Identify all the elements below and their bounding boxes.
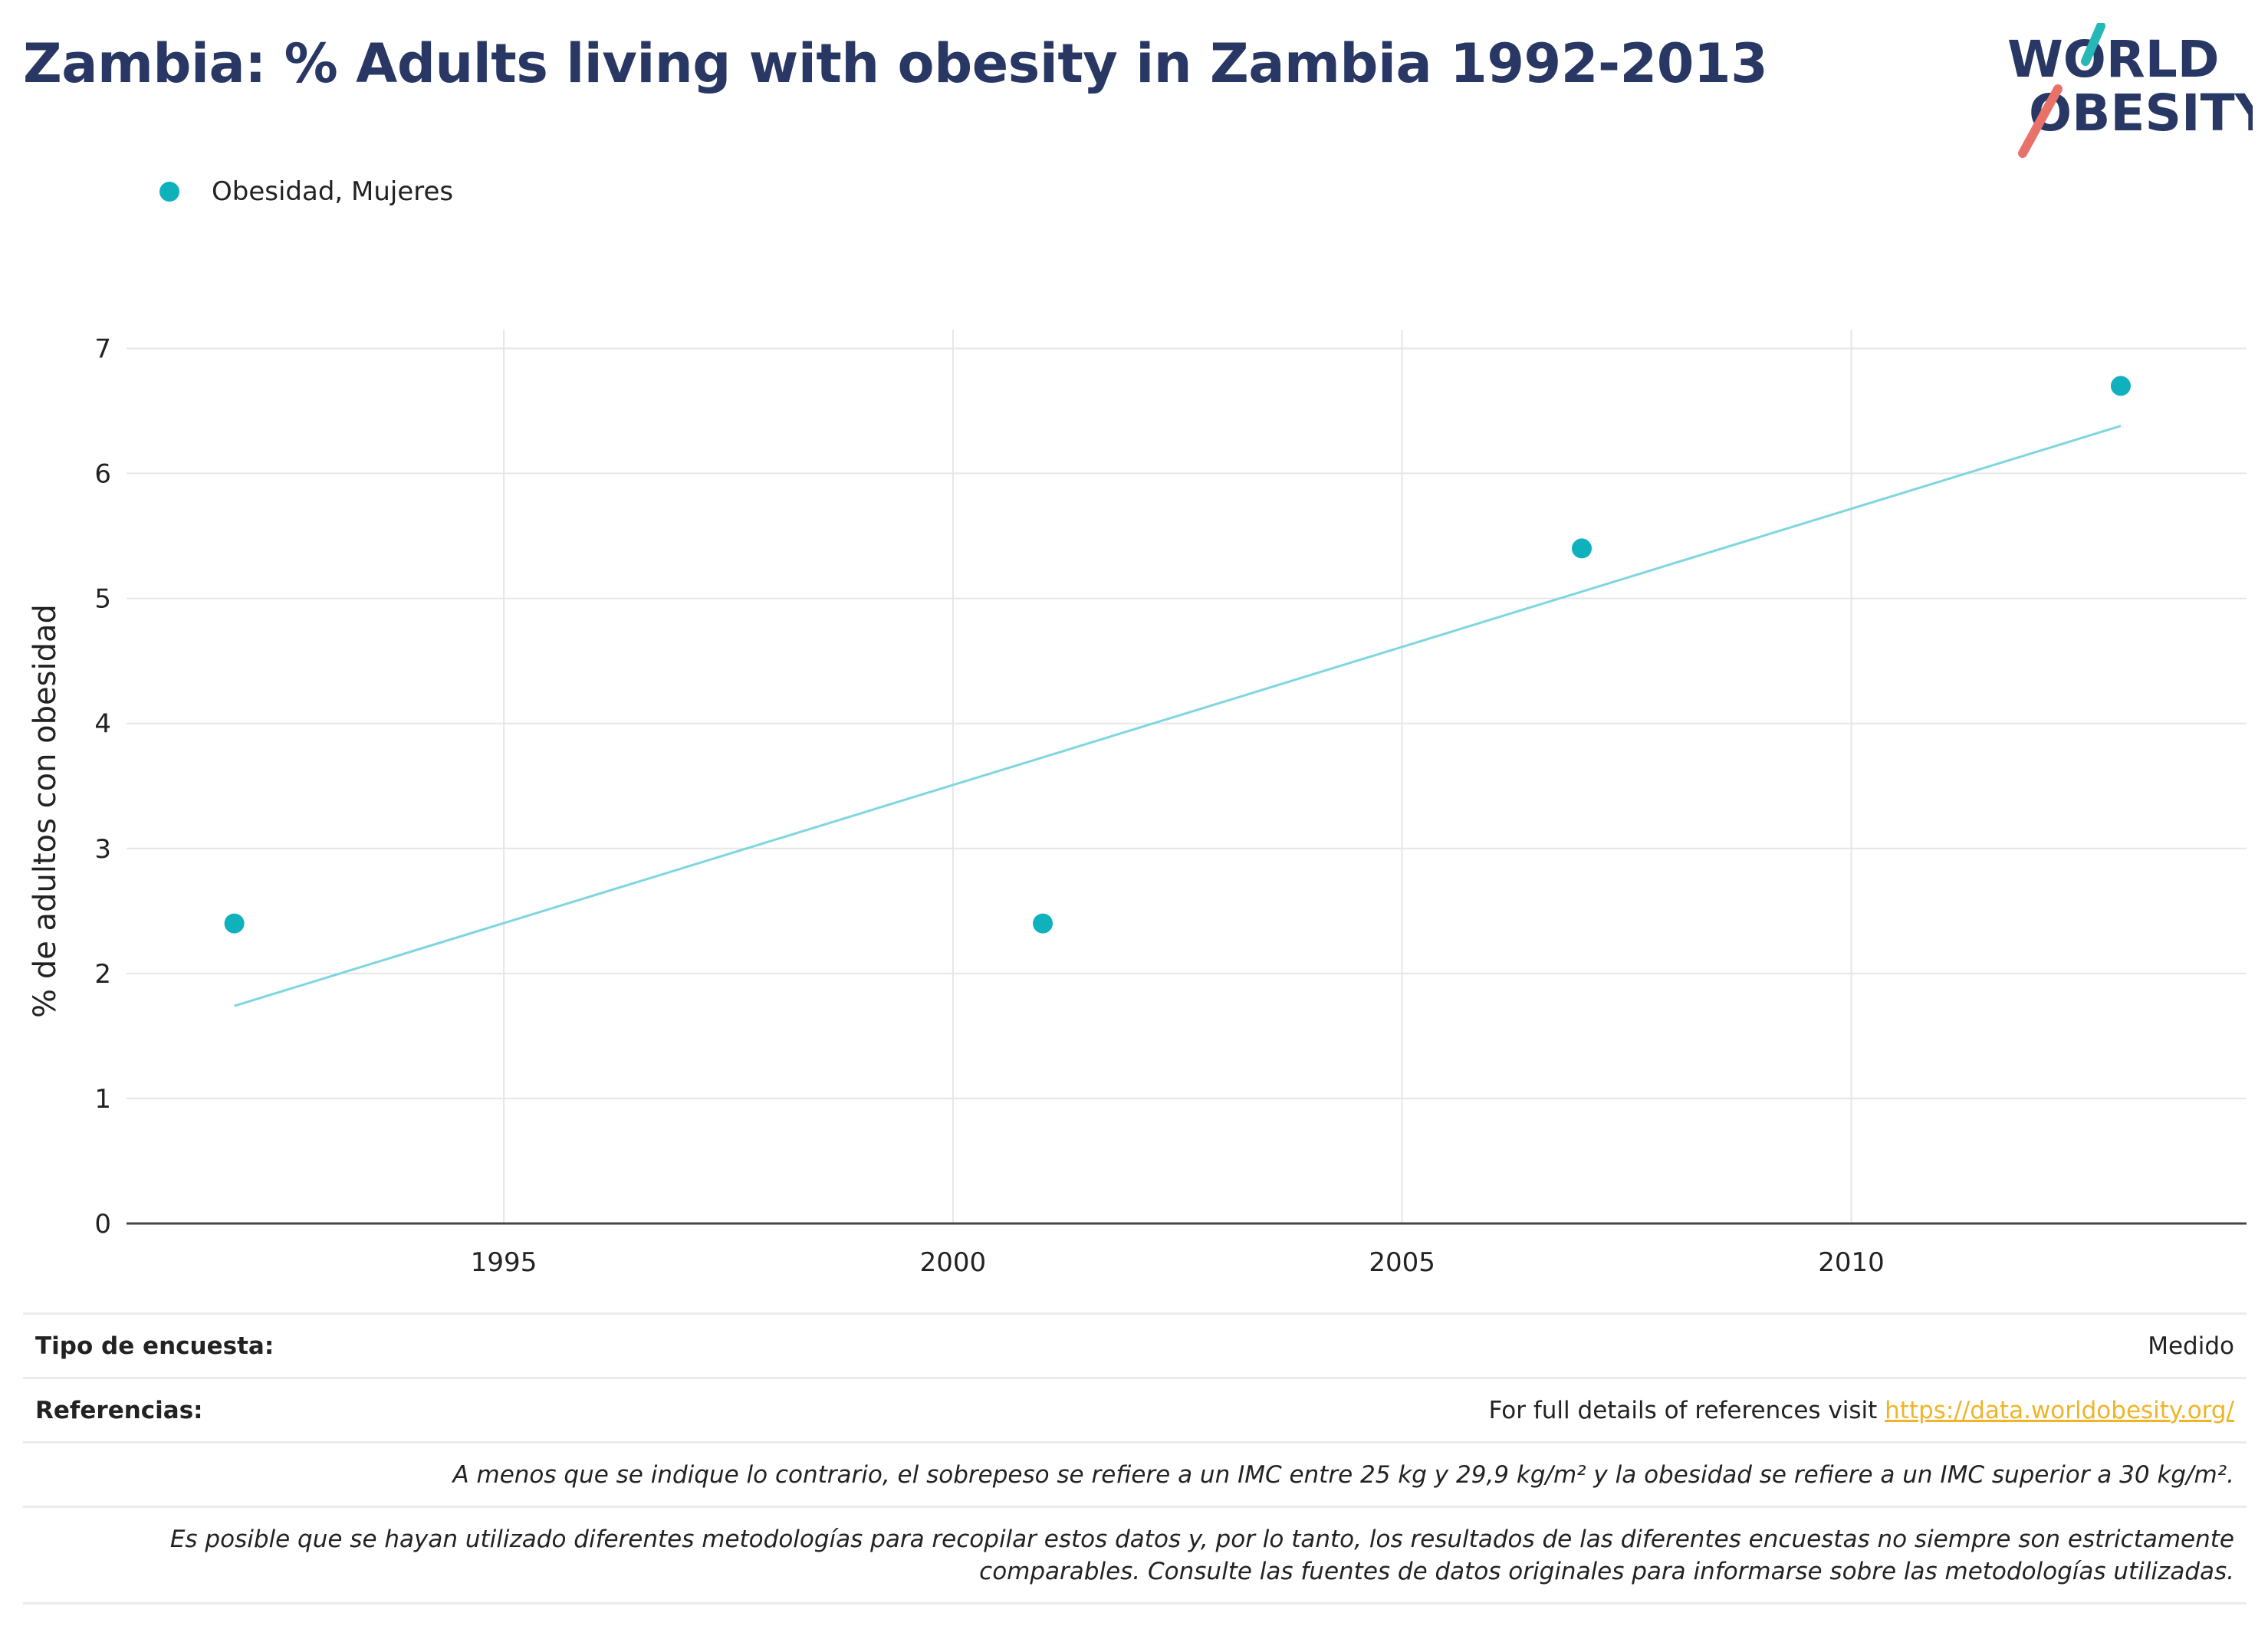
y-axis-label: % de adultos con obesidad (28, 604, 63, 1018)
note-methodology-line-1: Es posible que se hayan utilizado difere… (169, 1525, 2234, 1553)
references-link[interactable]: https://data.worldobesity.org/ (1885, 1396, 2234, 1424)
chart-footer: Tipo de encuesta: Medido Referencias: Fo… (23, 1312, 2247, 1605)
data-point[interactable] (1033, 913, 1053, 934)
logo-slash-bottom-icon (2018, 84, 2063, 158)
scatter-chart: 0 1 2 3 4 5 6 7 1995 2000 2005 2010 % de adultos c… (28, 330, 2247, 1278)
grid-lines (127, 330, 2247, 1224)
y-tick-labels: 0 1 2 3 4 5 6 7 (94, 333, 111, 1240)
note-methodology: Es posible que se hayan utilizado difere… (35, 1523, 2234, 1588)
note-methodology-row: Es posible que se hayan utilizado difere… (23, 1506, 2247, 1602)
y-tick-label: 0 (94, 1209, 111, 1240)
logo-word-world: WORLD (2007, 30, 2220, 89)
legend-marker-icon (159, 182, 179, 202)
x-tick-label: 2000 (920, 1247, 987, 1278)
legend: Obesidad, Mujeres (159, 175, 453, 209)
survey-type-row: Tipo de encuesta: Medido (23, 1312, 2247, 1377)
references-text: For full details of references visit (1488, 1396, 1885, 1424)
y-tick-label: 5 (94, 584, 111, 615)
trend-line (234, 425, 2122, 1007)
x-tick-label: 2010 (1818, 1247, 1885, 1278)
data-points (224, 376, 2131, 934)
survey-type-label: Tipo de encuesta: (35, 1332, 274, 1360)
references-value: For full details of references visit htt… (1489, 1397, 2234, 1424)
page-title: Zambia: % Adults living with obesity in … (23, 32, 1768, 95)
y-tick-label: 3 (94, 834, 111, 865)
data-point[interactable] (2110, 376, 2131, 396)
y-tick-label: 7 (94, 333, 111, 364)
x-tick-label: 1995 (471, 1247, 537, 1278)
logo-slash-top-icon (2081, 23, 2105, 66)
x-tick-labels: 1995 2000 2005 2010 (471, 1247, 1885, 1278)
note-bmi-row: A menos que se indique lo contrario, el … (23, 1441, 2247, 1506)
x-tick-label: 2005 (1369, 1247, 1435, 1278)
note-bmi: A menos que se indique lo contrario, el … (452, 1460, 2234, 1489)
data-point[interactable] (224, 913, 245, 934)
y-tick-label: 4 (94, 709, 111, 740)
references-row: Referencias: For full details of referen… (23, 1377, 2247, 1441)
survey-type-value: Medido (2148, 1332, 2234, 1360)
data-point[interactable] (1572, 538, 1593, 559)
legend-label: Obesidad, Mujeres (212, 176, 454, 207)
y-tick-label: 1 (94, 1084, 111, 1115)
note-methodology-line-2: comparables. Consulte las fuentes de dat… (979, 1557, 2234, 1585)
y-tick-label: 2 (94, 959, 111, 990)
y-tick-label: 6 (94, 459, 111, 490)
world-obesity-logo: WORLD OBESITY (2007, 23, 2253, 158)
logo-word-obesity: OBESITY (2029, 84, 2253, 143)
references-label: Referencias: (35, 1396, 203, 1424)
